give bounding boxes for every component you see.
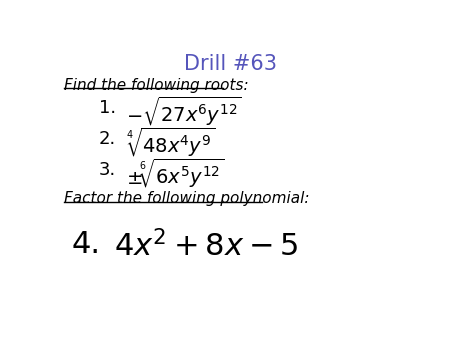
Text: Factor the following polynomial:: Factor the following polynomial: bbox=[64, 192, 310, 207]
Text: $-\sqrt{27x^{6}y^{12}}$: $-\sqrt{27x^{6}y^{12}}$ bbox=[126, 94, 242, 128]
Text: Drill #63: Drill #63 bbox=[184, 54, 277, 74]
Text: 4.: 4. bbox=[72, 230, 101, 259]
Text: 2.: 2. bbox=[99, 130, 116, 148]
Text: Find the following roots:: Find the following roots: bbox=[64, 77, 248, 93]
Text: $\pm\!\sqrt[6]{6x^{5}y^{12}}$: $\pm\!\sqrt[6]{6x^{5}y^{12}}$ bbox=[126, 157, 225, 190]
Text: $4x^{2}+8x-5$: $4x^{2}+8x-5$ bbox=[114, 230, 299, 263]
Text: 1.: 1. bbox=[99, 99, 116, 117]
Text: $\sqrt[4]{48x^{4}y^{9}}$: $\sqrt[4]{48x^{4}y^{9}}$ bbox=[126, 126, 215, 159]
Text: 3.: 3. bbox=[99, 161, 116, 179]
